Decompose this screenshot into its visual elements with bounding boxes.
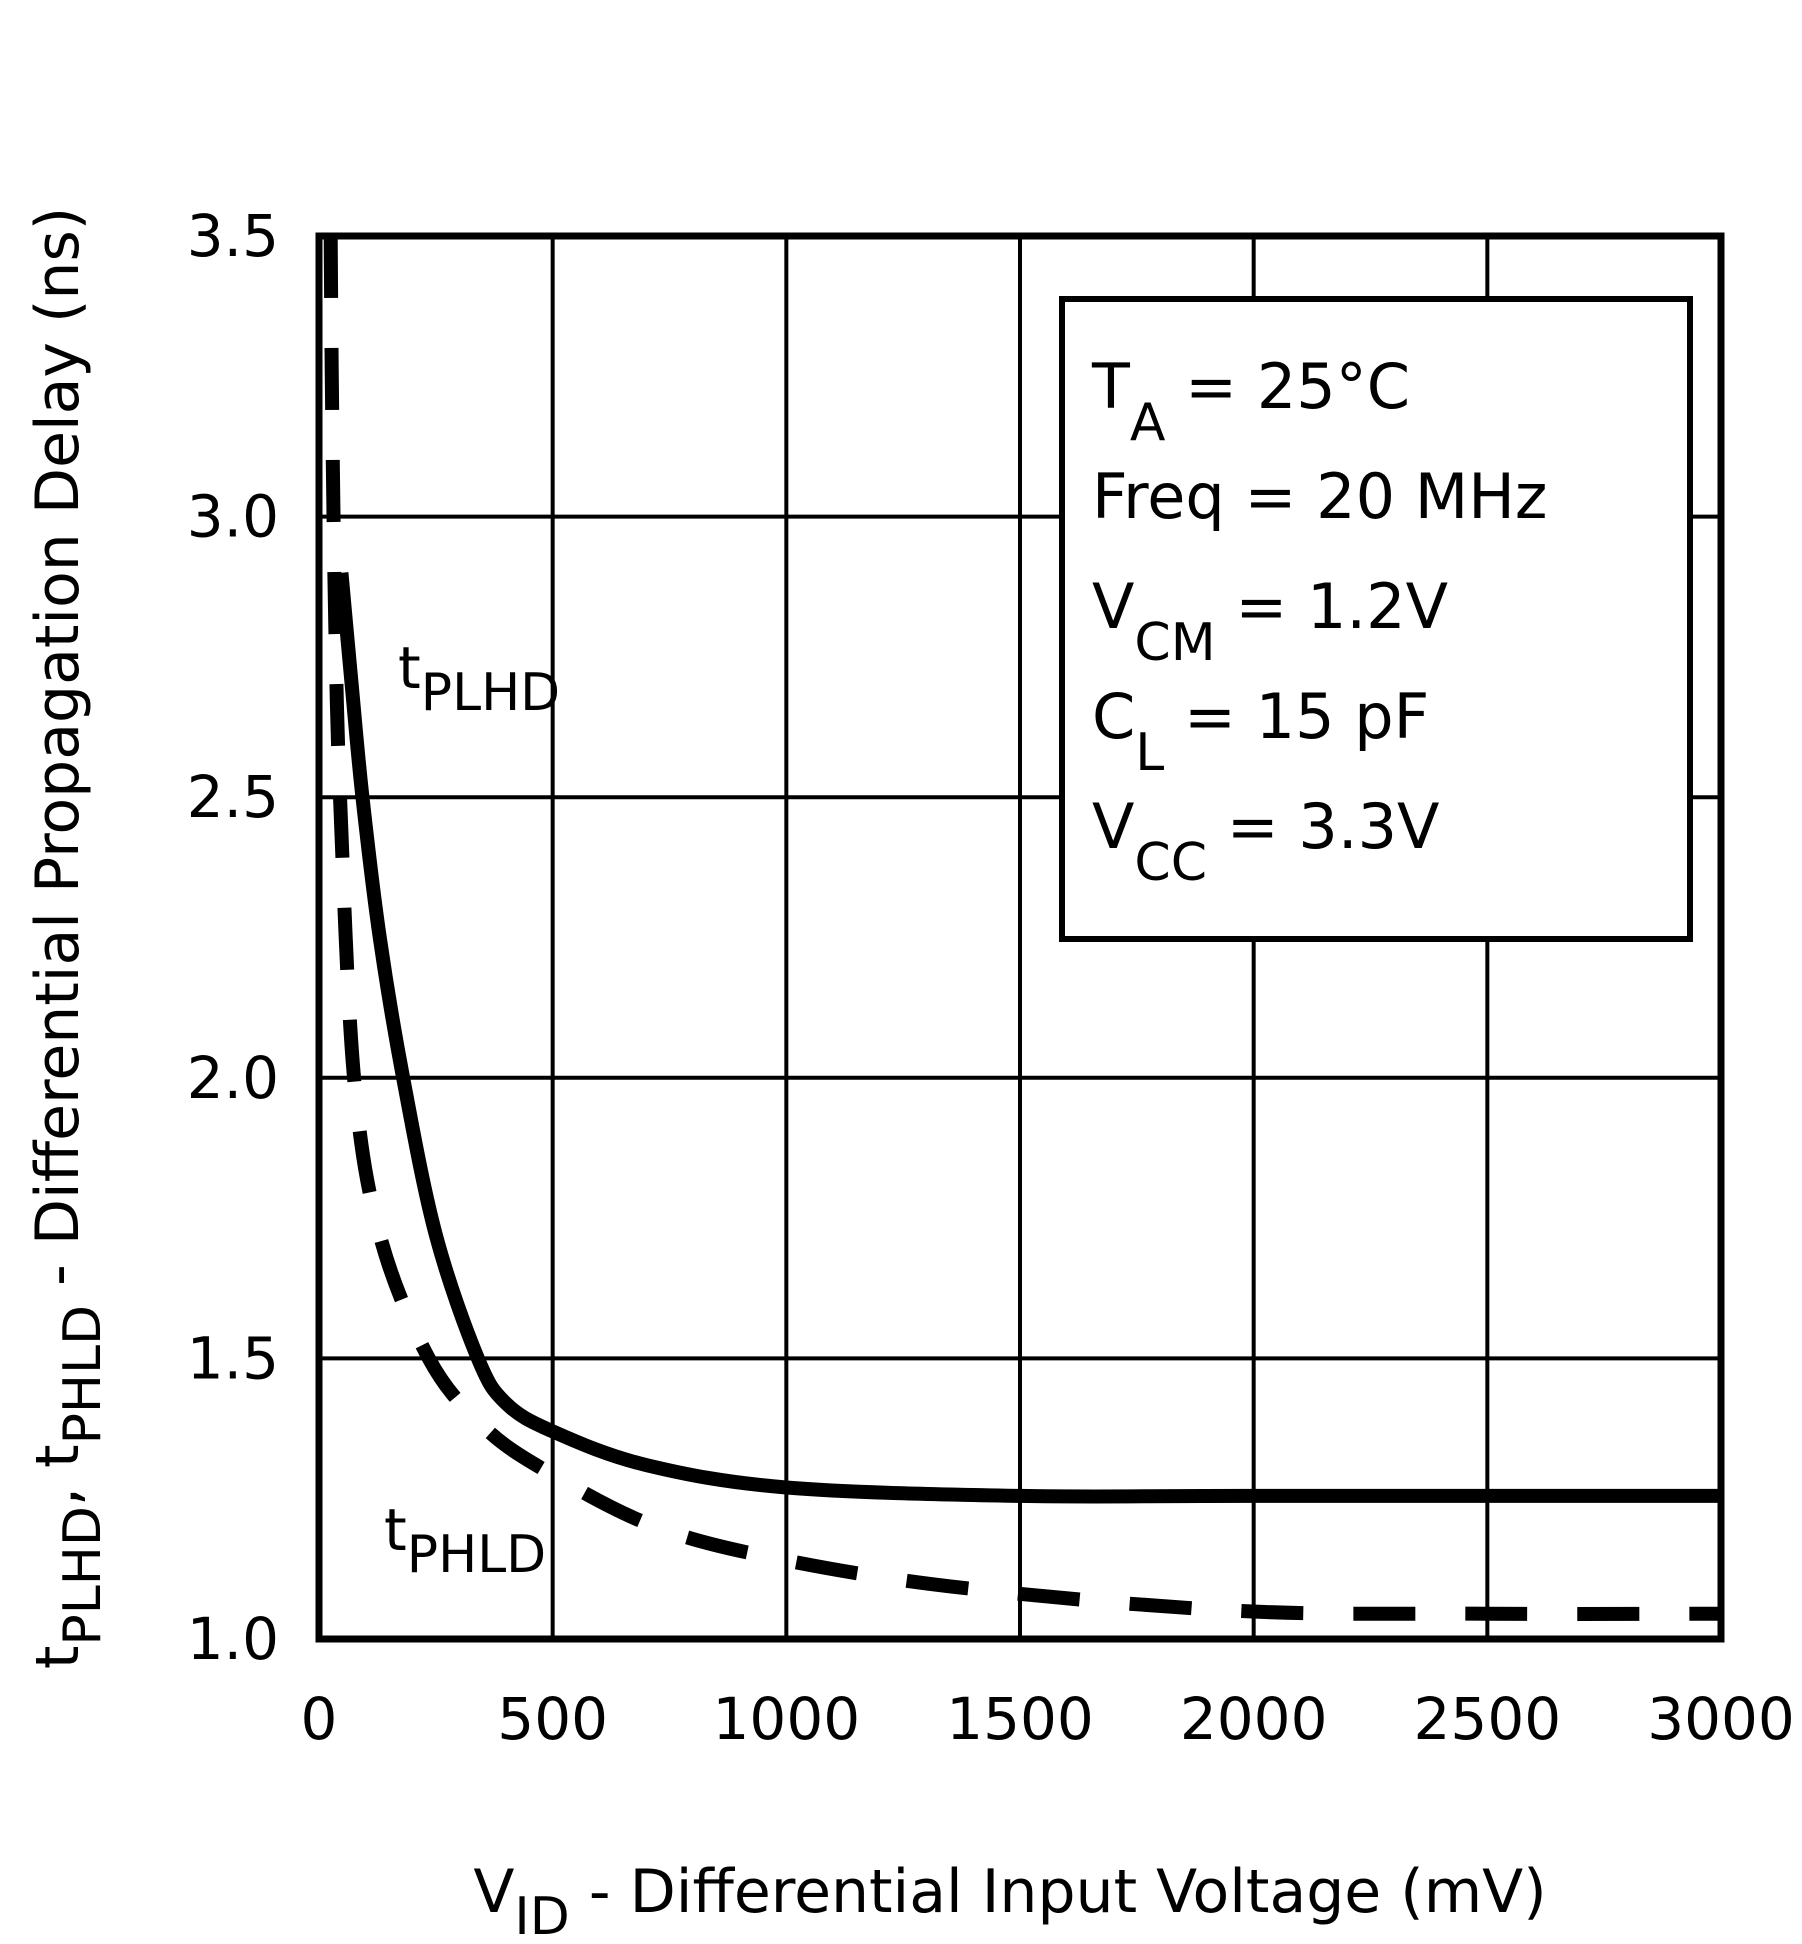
x-tick-label: 500 [497, 1685, 608, 1753]
x-tick-label: 1500 [946, 1685, 1094, 1753]
y-axis-label: tPLHD, tPHLD - Differential Propagation … [23, 207, 113, 1669]
x-tick-label: 1000 [713, 1685, 861, 1753]
x-tick-label: 3000 [1647, 1685, 1795, 1753]
y-tick-label: 3.0 [187, 483, 279, 551]
condition-line: VCM = 1.2V [1092, 570, 1448, 673]
y-tick-label: 1.5 [187, 1324, 279, 1392]
y-tick-labels: 1.0 1.5 2.0 2.5 3.0 3.5 [187, 202, 279, 1673]
series-tPLHD [334, 572, 1721, 1504]
x-axis-label: VID - Differential Input Voltage (mV) [473, 1857, 1546, 1944]
y-tick-label: 2.5 [187, 763, 279, 831]
label-tphld: tPHLD [384, 1496, 546, 1585]
plot-frame [315, 232, 1725, 1643]
curves [323, 235, 1722, 1621]
y-tick-label: 1.0 [187, 1605, 279, 1673]
condition-line: Freq = 20 MHz [1092, 460, 1547, 533]
x-tick-label: 2000 [1180, 1685, 1328, 1753]
y-tick-label: 2.0 [187, 1044, 279, 1112]
x-tick-label: 0 [301, 1685, 338, 1753]
x-tick-labels: 0 500 1000 1500 2000 2500 3000 [301, 1685, 1795, 1753]
condition-line: CL = 15 pF [1092, 680, 1429, 783]
condition-line: VCC = 3.3V [1092, 790, 1439, 893]
condition-line: TA = 25°C [1091, 350, 1410, 453]
y-tick-label: 3.5 [187, 202, 279, 270]
label-tplhd: tPLHD [398, 634, 560, 723]
x-tick-label: 2500 [1414, 1685, 1562, 1753]
